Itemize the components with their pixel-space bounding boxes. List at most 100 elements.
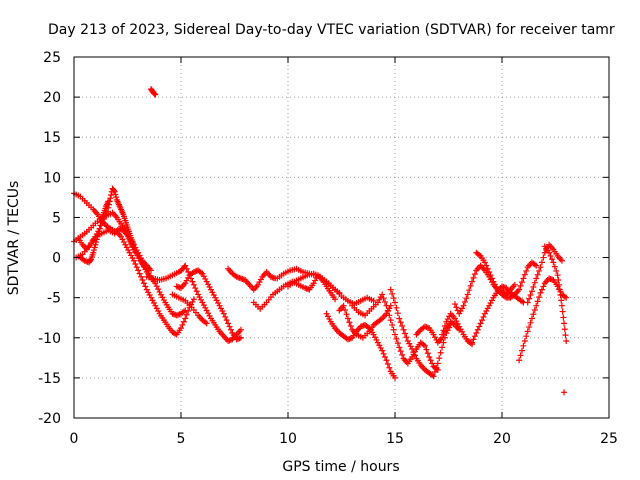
data-point [105,198,112,205]
data-point [479,317,486,324]
data-point [520,275,527,282]
data-point [189,278,196,285]
data-point [470,336,477,343]
data-point [182,315,189,322]
data-point [517,352,524,359]
data-point [533,262,540,269]
data-point [436,355,443,362]
data-point [138,273,145,280]
data-point [112,191,119,198]
data-point [534,298,541,305]
data-point [561,326,568,333]
data-point [113,194,120,201]
data-point [563,294,570,301]
data-point [561,320,568,327]
data-point [518,279,525,286]
data-point [222,313,229,320]
data-point [431,369,438,376]
data-point [520,342,527,349]
data-point [483,262,490,269]
data-point [533,302,540,309]
data-point [461,298,468,305]
data-point [551,263,558,270]
data-point [88,240,95,247]
data-point [560,314,567,321]
x-tick-label: 5 [177,431,186,447]
data-point [530,311,537,318]
y-tick-label: 20 [43,90,61,106]
x-tick-label: 15 [386,431,404,447]
data-point [553,267,560,274]
data-point [124,232,131,239]
data-point [399,351,406,358]
data-point [463,295,470,302]
x-tick-label: 0 [70,431,79,447]
data-point [554,272,561,279]
grid-lines [74,57,609,418]
data-point [555,277,562,284]
data-point [98,219,105,226]
data-point [139,277,146,284]
data-point [399,323,406,330]
data-point [411,352,418,359]
data-point [152,91,159,98]
data-point [389,290,396,297]
data-point [387,317,394,324]
y-tick-label: -20 [38,411,61,427]
data-point [534,271,541,278]
data-point [558,257,565,264]
data-point [439,331,446,338]
data-point [183,311,190,318]
data-point [133,264,140,271]
data-point [518,347,525,354]
data-point [536,267,543,274]
data-point [390,295,397,302]
data-point [537,264,544,271]
y-tick-label: 10 [43,170,61,186]
data-point [390,326,397,333]
data-point [524,328,531,335]
data-point [344,315,351,322]
data-points [71,86,570,396]
data-point [433,364,440,371]
data-point [480,313,487,320]
data-point [110,187,117,194]
x-axis-label: GPS time / hours [282,459,399,475]
data-point [237,334,244,341]
data-point [387,286,394,293]
data-point [92,241,99,248]
data-point [383,302,390,309]
data-point [533,275,540,282]
data-point [384,307,391,314]
y-tick-label: 25 [43,50,61,66]
data-point [379,291,386,298]
data-point [155,286,162,293]
data-point [400,326,407,333]
data-point [558,302,565,309]
data-point [403,334,410,341]
data-point [336,289,343,296]
data-point [225,320,232,327]
data-point [557,291,564,298]
y-tick-label: -10 [38,331,61,347]
data-point [460,302,467,309]
data-point [451,301,458,308]
data-point [127,238,134,245]
y-tick-label: 5 [52,210,61,226]
data-point [523,333,530,340]
data-point [179,321,186,328]
data-point [332,296,339,303]
data-point [182,262,189,269]
x-tick-label: 25 [600,431,618,447]
data-point [389,321,396,328]
data-point [517,282,524,289]
data-point [558,297,565,304]
data-point [397,348,404,355]
data-point [382,298,389,305]
data-point [528,288,535,295]
data-point [111,188,118,195]
data-point [421,342,428,349]
data-point [343,311,350,318]
data-point [380,350,387,357]
data-point [424,350,431,357]
